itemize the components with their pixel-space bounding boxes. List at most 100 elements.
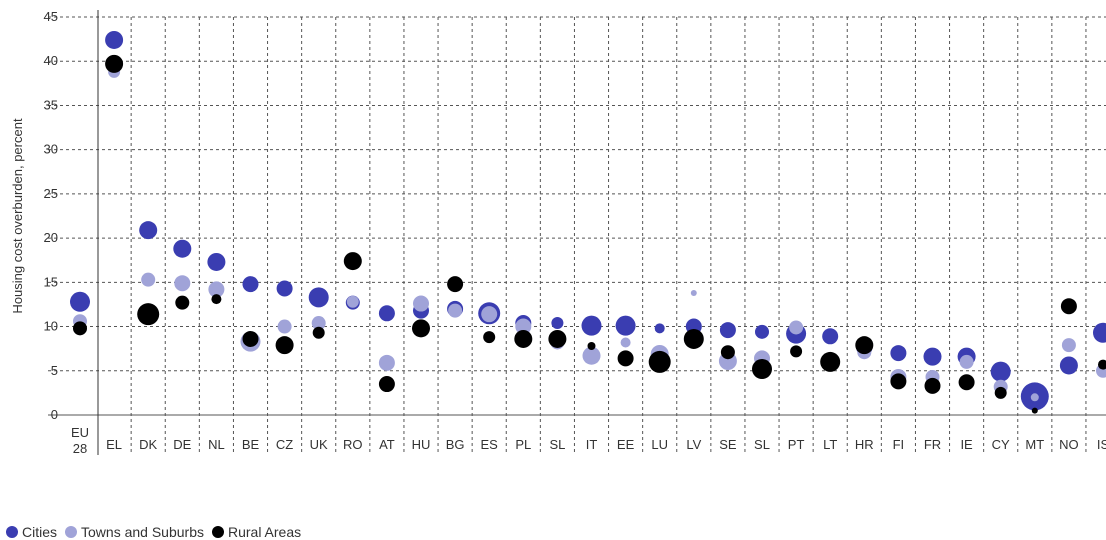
point-towns-and-suburbs bbox=[311, 316, 326, 331]
point-rural-areas bbox=[752, 359, 772, 380]
point-cities bbox=[70, 291, 90, 312]
point-cities bbox=[308, 287, 329, 308]
x-tick-label: LV bbox=[686, 437, 701, 452]
y-axis-label: Housing cost overburden, percent bbox=[10, 118, 25, 314]
y-axis-ticks: 0 5 10 15 20 25 30 35 40 45 bbox=[44, 9, 58, 422]
y-tick-label: 5 bbox=[51, 363, 58, 378]
point-cities bbox=[822, 328, 839, 345]
x-tick-label: MT bbox=[1025, 437, 1044, 452]
point-towns-and-suburbs bbox=[690, 289, 697, 296]
x-tick-label: LU bbox=[651, 437, 668, 452]
legend-label-cities: Cities bbox=[22, 524, 58, 540]
y-tick-label: 0 bbox=[51, 407, 58, 422]
point-rural-areas bbox=[683, 328, 704, 349]
x-tick-label: UK bbox=[310, 437, 328, 452]
point-towns-and-suburbs bbox=[481, 306, 498, 323]
point-towns-and-suburbs bbox=[1061, 338, 1076, 353]
x-tick-label: RO bbox=[343, 437, 363, 452]
point-towns-and-suburbs bbox=[208, 281, 225, 298]
point-rural-areas bbox=[275, 336, 294, 355]
y-tick-label: 20 bbox=[44, 230, 58, 245]
y-tick-label: 10 bbox=[44, 319, 58, 334]
legend-item-rural[interactable]: Rural Areas bbox=[211, 524, 302, 540]
x-tick-label: PT bbox=[788, 437, 805, 452]
y-tick-label: 25 bbox=[44, 186, 58, 201]
point-rural-areas bbox=[1060, 298, 1077, 315]
point-cities bbox=[654, 323, 665, 334]
point-towns-and-suburbs bbox=[448, 303, 463, 318]
point-rural-areas bbox=[648, 350, 671, 373]
point-cities bbox=[276, 280, 293, 297]
point-rural-areas bbox=[514, 329, 533, 348]
point-rural-areas bbox=[820, 351, 841, 372]
point-rural-areas bbox=[587, 342, 596, 351]
x-tick-label: IS bbox=[1097, 437, 1106, 452]
point-towns-and-suburbs bbox=[515, 318, 532, 335]
point-towns-and-suburbs bbox=[413, 295, 429, 312]
point-towns-and-suburbs bbox=[174, 275, 191, 292]
point-rural-areas bbox=[412, 319, 430, 338]
point-rural-areas bbox=[378, 376, 395, 393]
point-rural-areas bbox=[73, 321, 87, 336]
chart-points bbox=[70, 30, 1106, 414]
x-tick-label: EU bbox=[71, 425, 89, 440]
x-tick-label: 28 bbox=[73, 441, 87, 456]
point-rural-areas bbox=[958, 374, 975, 391]
point-rural-areas bbox=[483, 331, 496, 344]
point-cities bbox=[551, 317, 564, 330]
point-rural-areas bbox=[617, 350, 634, 367]
cities-swatch-icon bbox=[6, 526, 18, 538]
x-tick-label: CY bbox=[992, 437, 1010, 452]
point-rural-areas bbox=[994, 386, 1007, 399]
x-tick-label: DK bbox=[139, 437, 157, 452]
point-towns-and-suburbs bbox=[277, 319, 292, 334]
x-tick-label: BG bbox=[446, 437, 465, 452]
x-tick-label: FR bbox=[924, 437, 941, 452]
towns-swatch-icon bbox=[65, 526, 78, 538]
point-rural-areas bbox=[312, 326, 325, 339]
x-tick-label: EE bbox=[617, 437, 635, 452]
point-rural-areas bbox=[1098, 359, 1106, 370]
legend-label-rural: Rural Areas bbox=[227, 524, 302, 540]
x-tick-label: BE bbox=[242, 437, 260, 452]
x-tick-label: SL bbox=[754, 437, 770, 452]
point-towns-and-suburbs bbox=[141, 272, 156, 287]
x-tick-label: HU bbox=[412, 437, 431, 452]
point-rural-areas bbox=[720, 345, 735, 360]
point-cities bbox=[378, 305, 395, 322]
x-tick-label: IE bbox=[960, 437, 973, 452]
x-tick-label: NO bbox=[1059, 437, 1079, 452]
point-cities bbox=[990, 361, 1011, 382]
y-tick-label: 45 bbox=[44, 9, 58, 24]
point-rural-areas bbox=[548, 329, 567, 348]
point-rural-areas bbox=[924, 377, 941, 394]
point-cities bbox=[139, 221, 158, 240]
point-towns-and-suburbs bbox=[1030, 393, 1039, 402]
point-cities bbox=[890, 345, 907, 362]
y-tick-label: 40 bbox=[44, 53, 58, 68]
x-tick-label: CZ bbox=[276, 437, 293, 452]
point-towns-and-suburbs bbox=[378, 354, 395, 371]
point-rural-areas bbox=[211, 294, 222, 305]
rural-swatch-icon bbox=[211, 526, 224, 538]
point-rural-areas bbox=[343, 252, 362, 271]
x-tick-label: DE bbox=[173, 437, 191, 452]
point-cities bbox=[207, 252, 226, 271]
point-cities bbox=[923, 347, 942, 366]
point-cities bbox=[755, 324, 769, 339]
point-rural-areas bbox=[1031, 407, 1038, 414]
point-rural-areas bbox=[890, 373, 907, 390]
point-rural-areas bbox=[137, 303, 160, 326]
x-tick-label: HR bbox=[855, 437, 874, 452]
point-cities bbox=[173, 239, 192, 258]
point-towns-and-suburbs bbox=[959, 354, 974, 369]
x-tick-label: SL bbox=[549, 437, 565, 452]
x-tick-label: FI bbox=[893, 437, 905, 452]
legend-item-towns[interactable]: Towns and Suburbs bbox=[65, 524, 204, 540]
legend-item-cities[interactable]: Cities bbox=[6, 524, 57, 540]
y-tick-label: 35 bbox=[44, 97, 58, 112]
x-tick-label: PL bbox=[515, 437, 531, 452]
point-rural-areas bbox=[447, 276, 464, 293]
point-cities bbox=[105, 30, 124, 49]
